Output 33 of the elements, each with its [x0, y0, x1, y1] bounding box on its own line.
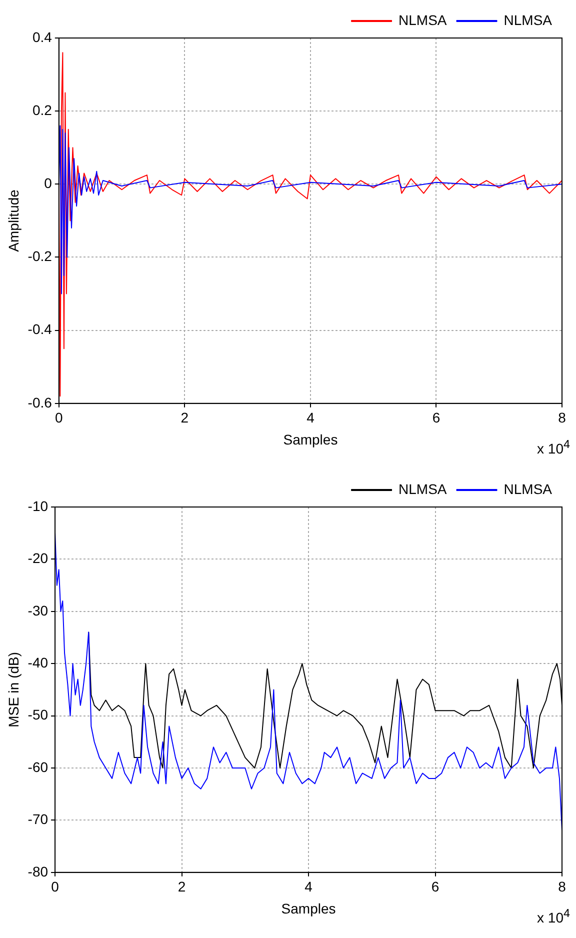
text: x 10$^{4}$	[537, 438, 570, 457]
legend-label: NLMSA	[504, 12, 553, 28]
legend-label: NLMSA	[504, 480, 553, 497]
y-tick-label: -60	[28, 758, 48, 775]
x-axis-title: Samples	[281, 900, 336, 916]
y-tick-label: -0.4	[28, 321, 52, 338]
y-tick-label: -50	[28, 706, 48, 723]
y-tick-label: -30	[28, 602, 48, 618]
x-tick-label: 2	[180, 410, 189, 426]
x-tick-label: 6	[432, 410, 440, 426]
x-tick-label: 8	[558, 878, 566, 895]
legend-label: NLMSA	[398, 12, 448, 28]
x-tick-label: 8	[558, 410, 566, 426]
y-axis-title: MSE in (dB)	[5, 652, 22, 728]
y-tick-label: -20	[28, 550, 48, 566]
y-tick-label: -0.2	[28, 248, 52, 264]
text: x 10$^{4}$	[537, 907, 570, 926]
x-tick-label: 0	[55, 410, 64, 426]
y-tick-label: -10	[28, 498, 48, 514]
y-tick-label: -80	[28, 863, 48, 880]
x-tick-label: 4	[304, 878, 313, 895]
x-tick-label: 2	[178, 878, 186, 895]
y-tick-label: 0.4	[32, 28, 52, 45]
y-tick-label: 0.2	[32, 102, 52, 118]
y-tick-label: -70	[28, 811, 48, 828]
y-tick-label: 0	[44, 175, 52, 192]
legend-label: NLMSA	[398, 480, 448, 497]
y-tick-label: -40	[28, 654, 48, 670]
y-axis-title: Amplitude	[5, 189, 22, 252]
x-tick-label: 4	[306, 410, 315, 426]
x-tick-label: 6	[431, 878, 440, 895]
y-tick-label: -0.6	[28, 394, 52, 410]
x-axis-title: Samples	[283, 431, 338, 448]
